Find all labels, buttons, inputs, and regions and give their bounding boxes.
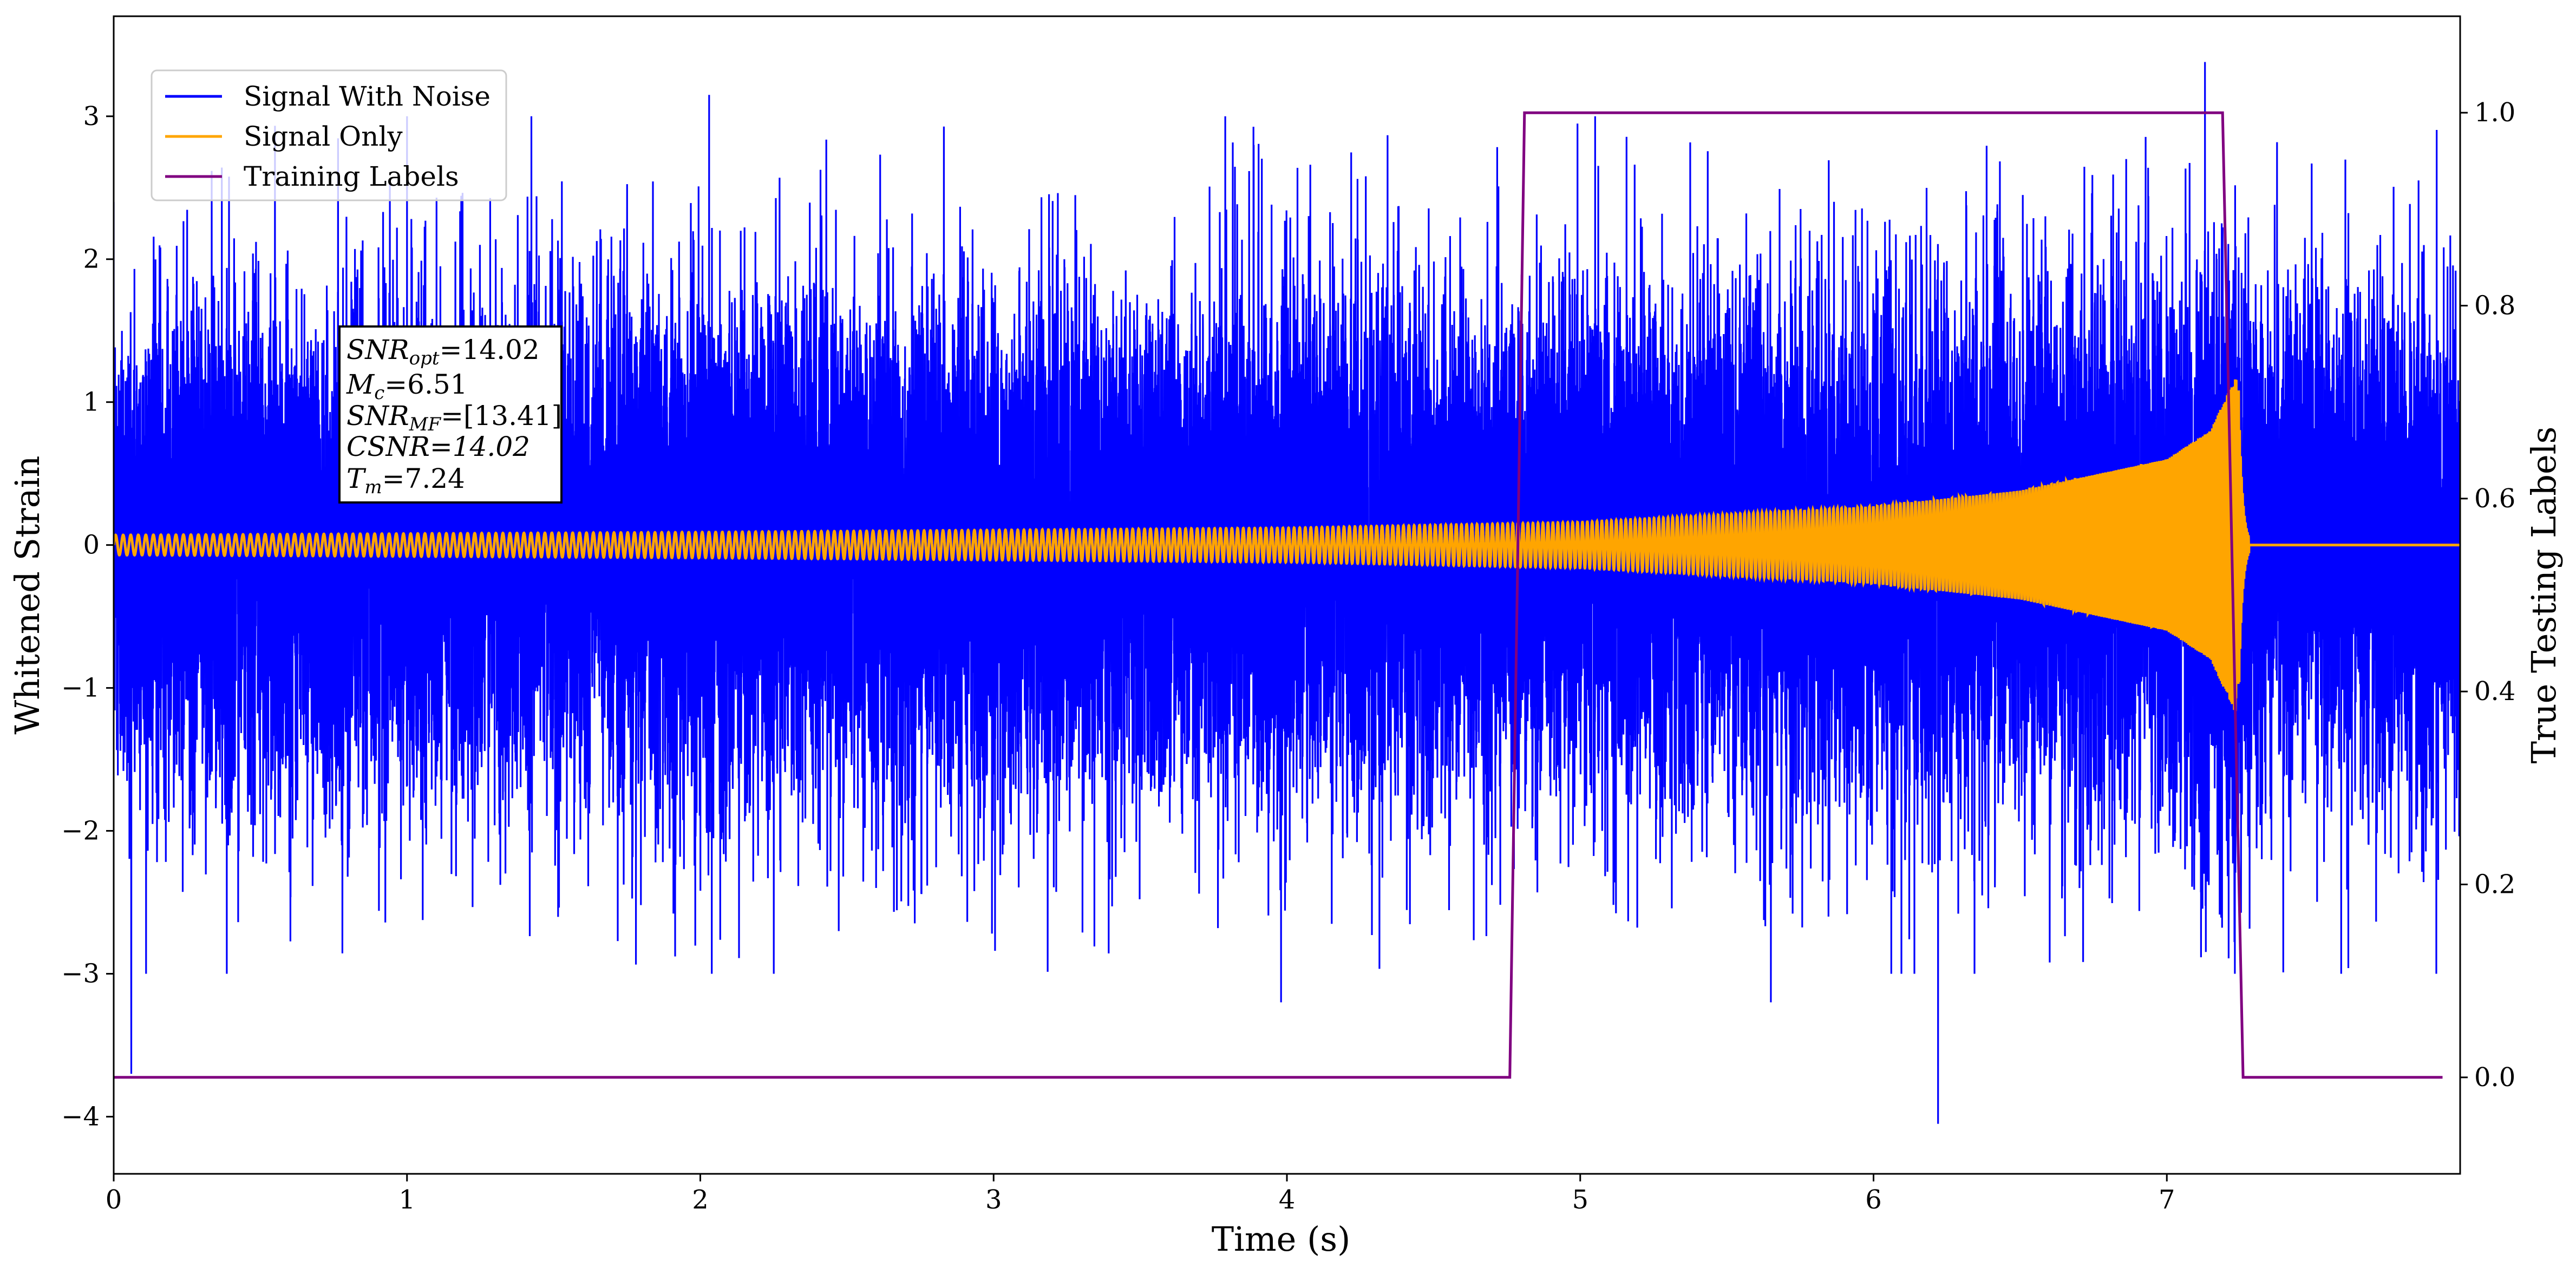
info-csnr: CSNR=14.02 [346, 431, 530, 462]
y2-tick-label: 0.8 [2474, 291, 2515, 321]
x-axis: 0 1 2 3 4 5 6 7 [106, 1174, 2175, 1215]
y-axis-right: 0.0 0.2 0.4 0.6 0.8 1.0 [2460, 97, 2515, 1093]
y-axis-left: −4 −3 −2 −1 0 1 2 3 [61, 101, 114, 1132]
legend-box [151, 69, 507, 201]
y-tick-label: 0 [83, 530, 100, 560]
x-tick-label: 2 [692, 1185, 709, 1215]
x-tick-label: 0 [106, 1185, 122, 1215]
legend: Signal With Noise Signal Only Training L… [151, 69, 507, 201]
y2-tick-label: 0.0 [2474, 1062, 2515, 1093]
y-tick-label: −4 [61, 1101, 100, 1132]
series-training-labels-line [114, 111, 2443, 1079]
y2-tick-label: 0.2 [2474, 870, 2515, 900]
x-tick-label: 1 [398, 1185, 415, 1215]
legend-label-signal-only: Signal Only [244, 121, 403, 152]
x-axis-label: Time (s) [1212, 1219, 1351, 1259]
info-snr-opt: SNRopt=14.02 [346, 334, 540, 369]
legend-label-signal-with-noise: Signal With Noise [244, 81, 491, 112]
legend-label-training-labels: Training Labels [244, 161, 459, 192]
info-box-frame [338, 325, 563, 504]
info-snr-mf: SNRMF=[13.41] [346, 400, 562, 435]
info-box: SNRopt=14.02 Mc=6.51 SNRMF=[13.41] CSNR=… [338, 325, 563, 504]
x-tick-label: 7 [2159, 1185, 2175, 1215]
y-tick-label: 1 [83, 387, 100, 417]
info-merger-time: Tm=7.24 [346, 463, 465, 498]
x-tick-label: 3 [985, 1185, 1002, 1215]
x-tick-label: 6 [1865, 1185, 1882, 1215]
y2-tick-label: 0.4 [2474, 676, 2515, 707]
y2-tick-label: 0.6 [2474, 484, 2515, 514]
y-tick-label: −3 [61, 958, 100, 989]
y-tick-label: 2 [83, 244, 100, 275]
y-axis-label: Whitened Strain [8, 456, 47, 735]
x-tick-label: 5 [1572, 1185, 1588, 1215]
x-tick-label: 4 [1279, 1185, 1296, 1215]
y-tick-label: 3 [83, 101, 100, 132]
y2-tick-label: 1.0 [2474, 97, 2515, 128]
y-tick-label: −2 [61, 816, 100, 846]
y-tick-label: −1 [61, 673, 100, 703]
series-signal-with-noise-line [114, 62, 2460, 1124]
info-chirp-mass: Mc=6.51 [346, 369, 467, 404]
series-signal-only-line [114, 379, 2460, 711]
y2-axis-label: True Testing Labels [2524, 427, 2564, 764]
